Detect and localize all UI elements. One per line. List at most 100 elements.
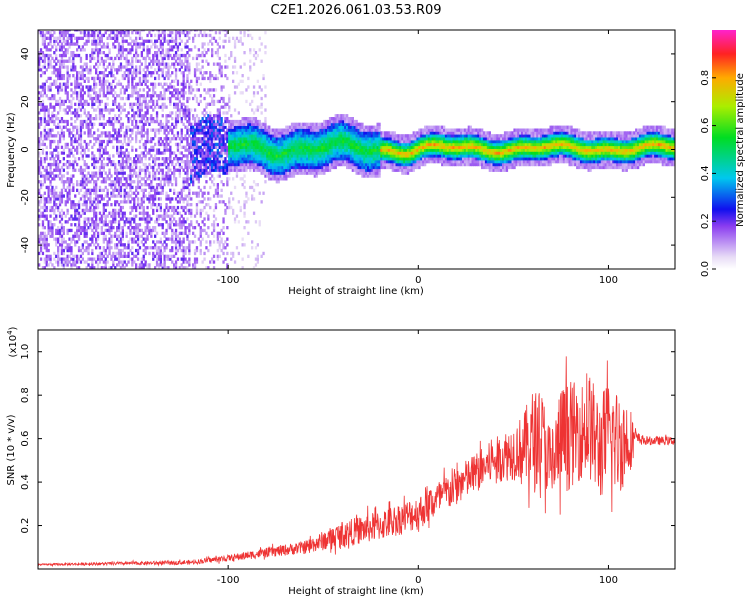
spectrogram-cell: [258, 191, 261, 195]
spectrogram-cell: [174, 260, 178, 264]
spectrogram-cell: [290, 174, 294, 178]
spectrogram-cell: [38, 171, 41, 175]
spectrogram-cell: [146, 234, 149, 238]
spectrogram-cell: [188, 148, 191, 152]
spectrogram-cell: [232, 131, 235, 135]
spectrogram-cell: [266, 168, 269, 172]
spectrogram-cell: [121, 108, 124, 112]
spectrogram-cell: [159, 128, 162, 132]
spectrogram-cell: [207, 119, 210, 124]
spectrogram-cell: [201, 168, 204, 172]
spectrogram-cell: [38, 96, 41, 101]
spectrogram-cell: [127, 142, 130, 147]
spectrogram-cell: [136, 243, 140, 247]
spectrogram-cell: [211, 260, 214, 264]
spectrogram-cell: [104, 68, 107, 72]
spectrogram-cell: [211, 148, 214, 152]
spectrogram-cell: [188, 188, 191, 192]
spectrogram-cell: [41, 266, 45, 269]
spectrogram-cell: [251, 99, 254, 104]
spectrogram-cell: [169, 65, 172, 69]
spectrogram-cell: [87, 33, 90, 38]
spectrogram-cell: [87, 30, 90, 32]
spectrogram-cell: [169, 200, 172, 204]
spectrogram-cell: [270, 177, 273, 181]
spectrogram-cell: [283, 154, 286, 158]
spectrogram-cell: [76, 48, 79, 52]
spectrogram-cell: [70, 248, 73, 253]
spectrogram-cell: [119, 128, 123, 132]
spectrogram-cell: [131, 94, 134, 98]
spectrogram-cell: [262, 122, 265, 126]
spectrogram-cell: [136, 234, 140, 238]
spectrogram-cell: [201, 162, 204, 167]
spectrogram-cell: [146, 246, 149, 250]
spectrogram-cell: [180, 248, 183, 253]
spectrogram-cell: [283, 177, 286, 181]
spectrogram-cell: [91, 154, 94, 158]
spectrogram-cell: [188, 31, 191, 35]
spectrogram-cell: [58, 82, 62, 86]
spectrogram-cell: [243, 211, 246, 215]
spectrogram-cell: [45, 105, 48, 109]
spectrogram-cell: [155, 45, 159, 49]
spectrogram-cell: [214, 74, 218, 78]
spectrogram-cell: [220, 96, 223, 101]
spectrogram-cell: [129, 117, 132, 121]
spectrogram-cell: [182, 76, 185, 81]
spectrogram-cell: [203, 191, 206, 195]
spectrogram-cell: [199, 160, 202, 164]
spectrogram-cell: [192, 183, 195, 187]
spectrogram-cell: [58, 125, 62, 129]
spectrogram-cell: [169, 137, 172, 141]
spectrogram-cell: [214, 154, 218, 158]
spectrogram-cell: [212, 228, 216, 233]
spectrogram-cell: [205, 148, 208, 152]
spectrogram-cell: [121, 30, 124, 32]
spectrogram-cell: [138, 94, 142, 98]
spectrogram-cell: [38, 162, 41, 167]
spectrogram-cell: [93, 174, 96, 178]
spectrogram-cell: [62, 183, 65, 187]
spectrogram-cell: [163, 31, 166, 35]
spectrogram-cell: [114, 208, 117, 213]
spectrogram-cell: [57, 71, 60, 75]
spectrogram-cell: [197, 145, 200, 149]
spectrogram-cell: [96, 59, 100, 63]
spectrogram-cell: [155, 251, 159, 256]
spectrogram-cell: [300, 162, 303, 167]
spectrogram-cell: [283, 134, 286, 138]
spectrogram-cell: [96, 177, 100, 181]
spectrogram-cell: [180, 257, 183, 261]
spectrogram-cell: [165, 137, 168, 141]
spectrogram-cell: [273, 160, 277, 164]
spectrogram-cell: [298, 134, 301, 138]
spectrogram-cell: [241, 151, 244, 155]
spectrogram-cell: [155, 217, 159, 221]
spectrogram-cell: [87, 191, 90, 195]
spectrogram-cell: [165, 53, 168, 58]
spectrogram-cell: [100, 142, 103, 147]
spectrogram-cell: [159, 260, 162, 264]
spectrogram-cell: [119, 226, 123, 230]
spectrogram-cell: [184, 111, 187, 115]
spectrogram-cell: [91, 122, 94, 126]
spectrogram-cell: [182, 197, 185, 201]
spectrogram-cell: [106, 45, 109, 49]
spectrogram-cell: [237, 160, 240, 164]
spectrogram-cell: [140, 157, 143, 161]
spectrogram-cell: [281, 139, 284, 144]
spectrogram-cell: [64, 59, 67, 63]
spectrogram-cell: [243, 119, 246, 124]
spectrogram-cell: [173, 223, 176, 227]
spectrogram-cell: [138, 33, 142, 38]
spectrogram-cell: [58, 33, 62, 38]
spectrogram-cell: [79, 137, 83, 141]
spectrogram-cell: [43, 174, 46, 178]
spectrogram-cell: [216, 160, 219, 164]
spectrogram-cell: [205, 119, 208, 124]
spectrogram-cell: [121, 200, 124, 204]
spectrogram-cell: [100, 99, 103, 104]
spectrogram-cell: [87, 117, 90, 121]
spectrogram-cell: [102, 74, 105, 78]
